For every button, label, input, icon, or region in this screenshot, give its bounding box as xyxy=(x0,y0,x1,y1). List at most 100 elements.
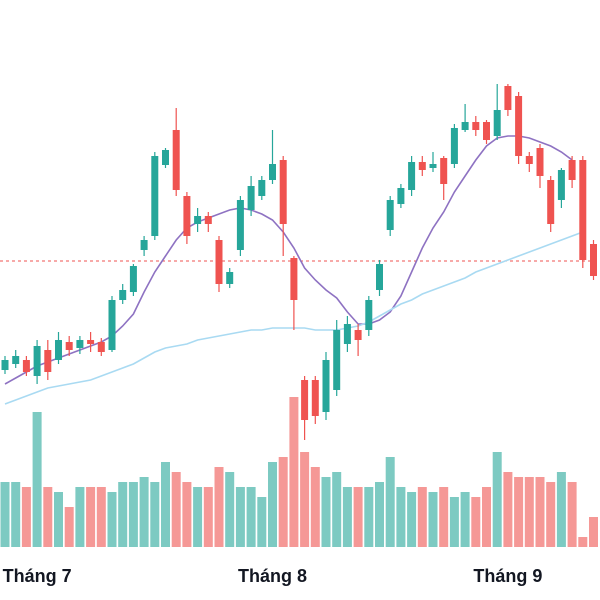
candle-body xyxy=(76,340,84,348)
candle-body xyxy=(590,244,597,276)
candle-body xyxy=(461,122,469,130)
candle-body xyxy=(279,160,287,224)
volume-bar xyxy=(203,487,213,547)
volume-bar xyxy=(556,472,566,547)
volume-bar xyxy=(214,467,224,547)
candle-body xyxy=(129,266,137,292)
candle-body xyxy=(343,324,351,344)
candle-body xyxy=(87,340,95,344)
volume-bar xyxy=(161,462,170,547)
volume-bar xyxy=(524,477,534,547)
candle-body xyxy=(151,156,159,236)
volume-bar xyxy=(43,487,53,547)
candle-body xyxy=(204,216,212,224)
volume-bar xyxy=(546,482,556,547)
volume-bar xyxy=(0,482,10,547)
volume-bar xyxy=(492,452,502,547)
volume-bar xyxy=(54,492,63,547)
candle-body xyxy=(258,180,266,196)
candle-body xyxy=(333,330,341,390)
candle-body xyxy=(440,158,448,184)
candle-body xyxy=(33,346,41,376)
volume-bar xyxy=(278,457,288,547)
candle-body xyxy=(140,240,148,250)
x-tick-label: Tháng 8 xyxy=(238,566,307,586)
x-tick-label: Tháng 9 xyxy=(473,566,542,586)
candle-body xyxy=(183,196,191,236)
volume-bar xyxy=(128,482,138,547)
volume-bar xyxy=(460,492,470,547)
volume-bar xyxy=(193,487,203,547)
candle-body xyxy=(215,240,223,284)
volume-bar xyxy=(268,462,277,547)
volume-bar xyxy=(150,482,160,547)
candle-body xyxy=(322,360,330,412)
volume-bar xyxy=(118,482,128,547)
volume-bar xyxy=(86,487,96,547)
volume-bar xyxy=(96,487,106,547)
volume-bar xyxy=(32,412,42,547)
volume-bar xyxy=(75,487,85,547)
candle-body xyxy=(376,264,383,290)
candle-body xyxy=(55,340,62,360)
candle-body xyxy=(429,164,437,168)
candle-body xyxy=(44,350,52,372)
candle-body xyxy=(504,86,512,110)
volume-bar xyxy=(567,482,577,547)
volume-bar xyxy=(225,472,235,547)
candle-body xyxy=(418,162,426,170)
volume-bar xyxy=(375,482,384,547)
candle-body xyxy=(22,360,30,372)
candle-body xyxy=(483,122,490,140)
candle-body xyxy=(579,160,587,260)
candle-body xyxy=(236,200,244,250)
volume-bar xyxy=(246,487,256,547)
candle-body xyxy=(547,180,555,224)
candle-body xyxy=(119,290,127,300)
candle-body xyxy=(12,356,20,364)
volume-bar xyxy=(407,492,417,547)
candle-body xyxy=(108,300,116,350)
candle-body xyxy=(493,110,501,136)
candle-body xyxy=(194,216,202,224)
candle-body xyxy=(301,380,309,420)
volume-bar xyxy=(417,487,427,547)
volume-bar xyxy=(107,492,117,547)
x-tick-label: Tháng 7 xyxy=(3,566,72,586)
volume-bar xyxy=(21,487,31,547)
volume-bar xyxy=(428,492,438,547)
volume-bar xyxy=(182,482,192,547)
candle-body xyxy=(97,342,105,352)
candle-body xyxy=(226,272,234,284)
candle-body xyxy=(450,128,458,164)
candle-body xyxy=(472,122,480,130)
candle-body xyxy=(311,380,319,416)
volume-bar xyxy=(321,477,331,547)
candle-body xyxy=(536,148,544,176)
volume-bar xyxy=(342,487,352,547)
candle-body xyxy=(354,330,362,340)
candle-body xyxy=(247,186,255,210)
candle-body xyxy=(557,170,565,200)
candle-body xyxy=(365,300,373,330)
volume-bar xyxy=(310,467,320,547)
candle-body xyxy=(162,150,169,165)
volume-bar xyxy=(471,497,481,547)
candle-body xyxy=(525,156,533,164)
volume-bar xyxy=(396,487,406,547)
volume-bar xyxy=(385,457,395,547)
candle-body xyxy=(1,360,9,370)
candle-body xyxy=(269,164,276,180)
candle-body xyxy=(172,130,180,190)
candle-body xyxy=(408,162,416,190)
volume-bar xyxy=(589,517,598,547)
candle-body xyxy=(568,160,576,180)
volume-bar xyxy=(257,497,267,547)
volume-bar xyxy=(439,487,449,547)
candle-body xyxy=(397,188,405,204)
volume-bar xyxy=(171,472,181,547)
volume-bar xyxy=(535,477,545,547)
volume-bar xyxy=(482,487,491,547)
volume-bar xyxy=(514,477,524,547)
volume-bar xyxy=(11,482,21,547)
